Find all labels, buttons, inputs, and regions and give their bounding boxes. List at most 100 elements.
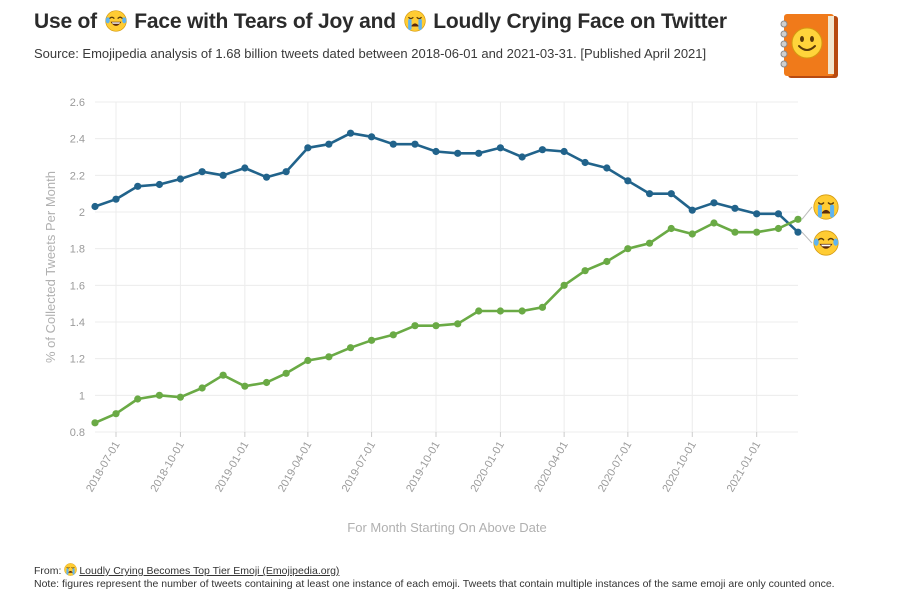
- emojipedia-book-logo-icon: [780, 14, 838, 78]
- x-tick-label: 2018-07-01: [84, 440, 123, 495]
- title-part-2: Face with Tears of Joy and: [134, 10, 396, 33]
- x-tick-label: 2021-01-01: [725, 440, 764, 495]
- y-tick-label: 2.4: [70, 134, 85, 146]
- data-point: [134, 182, 142, 190]
- data-point: [241, 382, 249, 390]
- data-point: [91, 202, 99, 211]
- y-axis-ticks: 0.8 1 1.2 1.4 1.6 1.8 2 2.2 2.4 2.6: [70, 97, 85, 439]
- data-point: [475, 149, 483, 157]
- x-tick-label: 2019-07-01: [340, 440, 379, 495]
- data-point: [112, 410, 120, 418]
- data-point: [198, 168, 206, 176]
- end-marker-connector: [801, 206, 813, 220]
- footer-source-link[interactable]: Loudly Crying Becomes Top Tier Emoji (Em…: [79, 565, 340, 577]
- chart-title: Use of Face with Tears of Joy and Loudly…: [34, 10, 727, 34]
- data-point: [346, 129, 355, 137]
- x-tick-label: 2019-01-01: [213, 440, 252, 495]
- x-axis-title: For Month Starting On Above Date: [347, 520, 546, 535]
- data-point: [198, 384, 206, 392]
- data-point: [731, 204, 739, 212]
- loudly-crying-face-icon: [813, 194, 839, 220]
- data-point: [367, 336, 376, 344]
- series-line-0: [94, 131, 799, 234]
- data-point: [325, 353, 333, 361]
- data-point: [753, 228, 761, 236]
- footer-note: Note: figures represent the number of tw…: [34, 578, 835, 590]
- title-part-1: Use of: [34, 10, 97, 33]
- data-point: [581, 158, 589, 167]
- data-point: [176, 175, 185, 183]
- x-axis-ticks: 2018-07-01 2018-10-01 2019-01-01 2019-04-01…: [84, 440, 763, 495]
- data-point: [219, 371, 227, 379]
- data-point: [538, 146, 547, 154]
- data-point: [411, 322, 419, 330]
- data-point: [304, 144, 312, 152]
- data-point: [645, 239, 654, 247]
- data-point: [624, 177, 632, 185]
- data-point: [304, 356, 312, 365]
- y-tick-label: 1: [79, 390, 85, 402]
- data-point: [112, 195, 120, 203]
- series-end-markers: [801, 194, 839, 256]
- data-point: [389, 140, 397, 148]
- series-line-1: [94, 218, 799, 424]
- data-point: [282, 369, 290, 377]
- data-point: [645, 190, 654, 198]
- data-point: [688, 230, 696, 238]
- data-point: [496, 144, 505, 152]
- y-tick-label: 1.6: [70, 280, 85, 292]
- data-point: [538, 303, 547, 311]
- data-point: [688, 206, 696, 214]
- data-point: [603, 257, 611, 266]
- y-tick-label: 1.4: [70, 317, 85, 329]
- grid: [95, 101, 798, 437]
- data-point: [475, 307, 483, 315]
- data-point: [667, 190, 675, 198]
- x-tick-label: 2020-01-01: [468, 440, 507, 495]
- data-point: [367, 133, 376, 141]
- data-point: [241, 164, 249, 172]
- data-point: [794, 215, 802, 223]
- chart-subtitle: Source: Emojipedia analysis of 1.68 bill…: [34, 46, 707, 61]
- footer-source-line: From: Loudly Crying Becomes Top Tier Emo…: [34, 563, 835, 578]
- data-point: [176, 393, 185, 401]
- data-point: [667, 224, 675, 233]
- y-tick-label: 2: [79, 207, 85, 219]
- y-tick-label: 1.8: [70, 244, 85, 256]
- x-tick-label: 2020-07-01: [596, 440, 635, 495]
- data-point: [774, 224, 782, 233]
- data-point: [389, 331, 397, 339]
- y-tick-label: 2.6: [70, 97, 85, 109]
- data-point: [603, 164, 611, 172]
- data-point: [518, 307, 526, 315]
- data-point: [710, 199, 718, 207]
- data-point: [432, 147, 440, 156]
- data-point: [282, 168, 290, 176]
- data-point: [155, 391, 164, 399]
- data-point: [432, 322, 440, 330]
- y-tick-label: 1.2: [70, 354, 85, 366]
- data-point: [624, 245, 632, 253]
- data-point: [219, 171, 227, 179]
- data-point: [710, 219, 718, 227]
- x-tick-label: 2020-04-01: [532, 440, 571, 495]
- data-point: [794, 228, 802, 236]
- y-axis-title: % of Collected Tweets Per Month: [43, 171, 58, 363]
- data-point: [155, 180, 164, 189]
- end-marker-connector: [801, 231, 813, 244]
- data-point: [262, 173, 271, 181]
- x-tick-label: 2019-10-01: [404, 440, 443, 495]
- data-point: [346, 344, 355, 352]
- data-point: [753, 210, 761, 218]
- y-tick-label: 0.8: [70, 427, 85, 439]
- footer: From: Loudly Crying Becomes Top Tier Emo…: [34, 563, 835, 591]
- x-tick-label: 2019-04-01: [276, 440, 315, 495]
- data-point: [581, 267, 589, 275]
- x-tick-label: 2018-10-01: [148, 440, 187, 495]
- face-with-tears-of-joy-icon: [813, 230, 839, 256]
- data-point: [262, 378, 271, 387]
- data-point: [91, 419, 99, 427]
- data-point: [325, 140, 333, 148]
- series-lines: [91, 129, 802, 427]
